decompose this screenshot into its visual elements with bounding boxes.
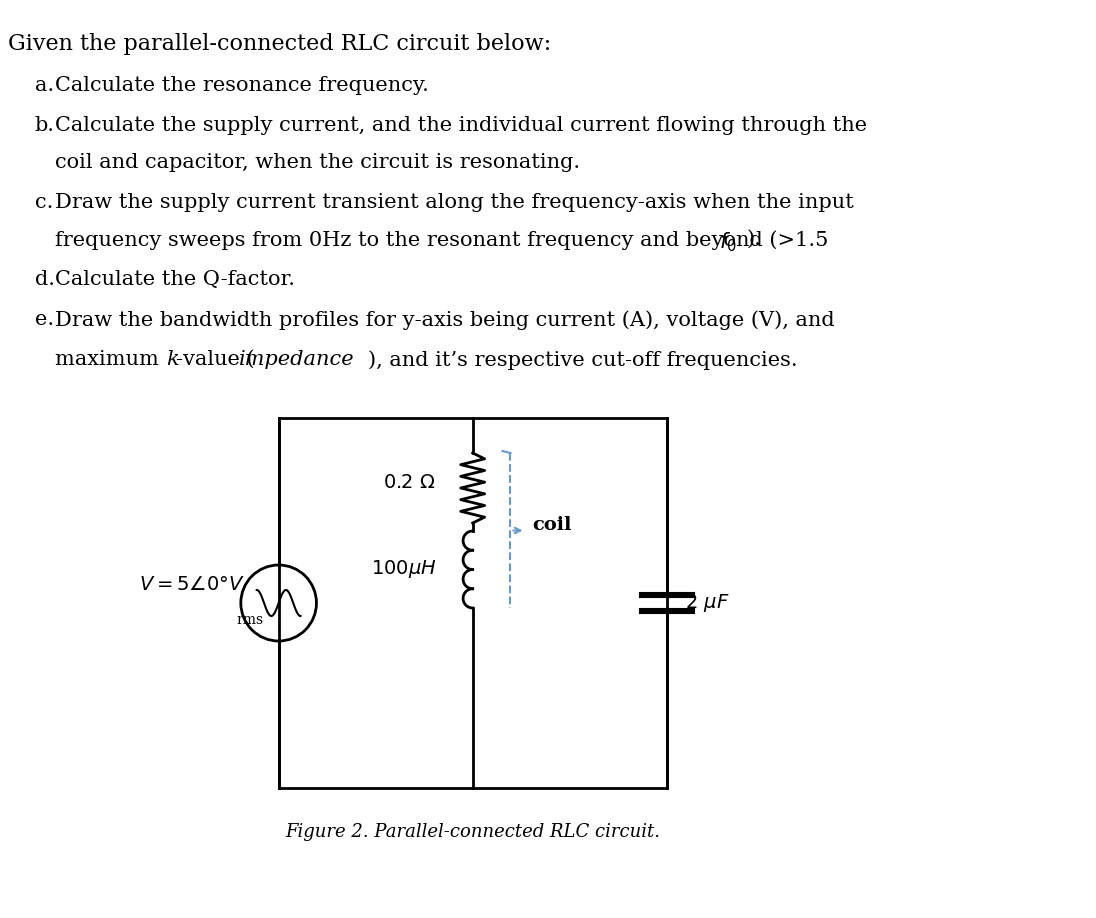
Text: Calculate the resonance frequency.: Calculate the resonance frequency. (55, 76, 429, 95)
Text: e.: e. (35, 310, 54, 329)
Text: frequency sweeps from 0Hz to the resonant frequency and beyond (>1.5: frequency sweeps from 0Hz to the resonan… (55, 230, 829, 250)
Text: $V = 5\angle0°V$: $V = 5\angle0°V$ (139, 576, 246, 594)
Text: -value (: -value ( (176, 350, 254, 369)
Text: a.: a. (35, 76, 54, 95)
Text: Calculate the Q-factor.: Calculate the Q-factor. (55, 270, 295, 289)
Text: Figure 2. Parallel-connected RLC circuit.: Figure 2. Parallel-connected RLC circuit… (285, 823, 660, 841)
Text: maximum: maximum (55, 350, 165, 369)
Text: c.: c. (35, 193, 54, 212)
Text: $f_0$: $f_0$ (719, 230, 738, 253)
Text: Draw the supply current transient along the frequency-axis when the input: Draw the supply current transient along … (55, 193, 854, 212)
Text: coil: coil (533, 517, 572, 534)
Text: coil and capacitor, when the circuit is resonating.: coil and capacitor, when the circuit is … (55, 153, 580, 172)
Text: Given the parallel-connected RLC circuit below:: Given the parallel-connected RLC circuit… (8, 33, 551, 55)
Text: $2\ \mu F$: $2\ \mu F$ (685, 592, 729, 614)
Text: $0.2\ \Omega$: $0.2\ \Omega$ (384, 474, 435, 492)
Text: k: k (167, 350, 179, 369)
Text: d.: d. (35, 270, 55, 289)
Text: rms: rms (237, 613, 264, 627)
Text: Draw the bandwidth profiles for y-axis being current (A), voltage (V), and: Draw the bandwidth profiles for y-axis b… (55, 310, 834, 330)
Text: ).: ). (746, 230, 762, 249)
Text: b.: b. (35, 116, 55, 135)
Text: impedance: impedance (239, 350, 354, 369)
Text: ), and it’s respective cut-off frequencies.: ), and it’s respective cut-off frequenci… (368, 350, 798, 370)
Text: $100\mu H$: $100\mu H$ (372, 558, 437, 580)
Text: Calculate the supply current, and the individual current flowing through the: Calculate the supply current, and the in… (55, 116, 867, 135)
